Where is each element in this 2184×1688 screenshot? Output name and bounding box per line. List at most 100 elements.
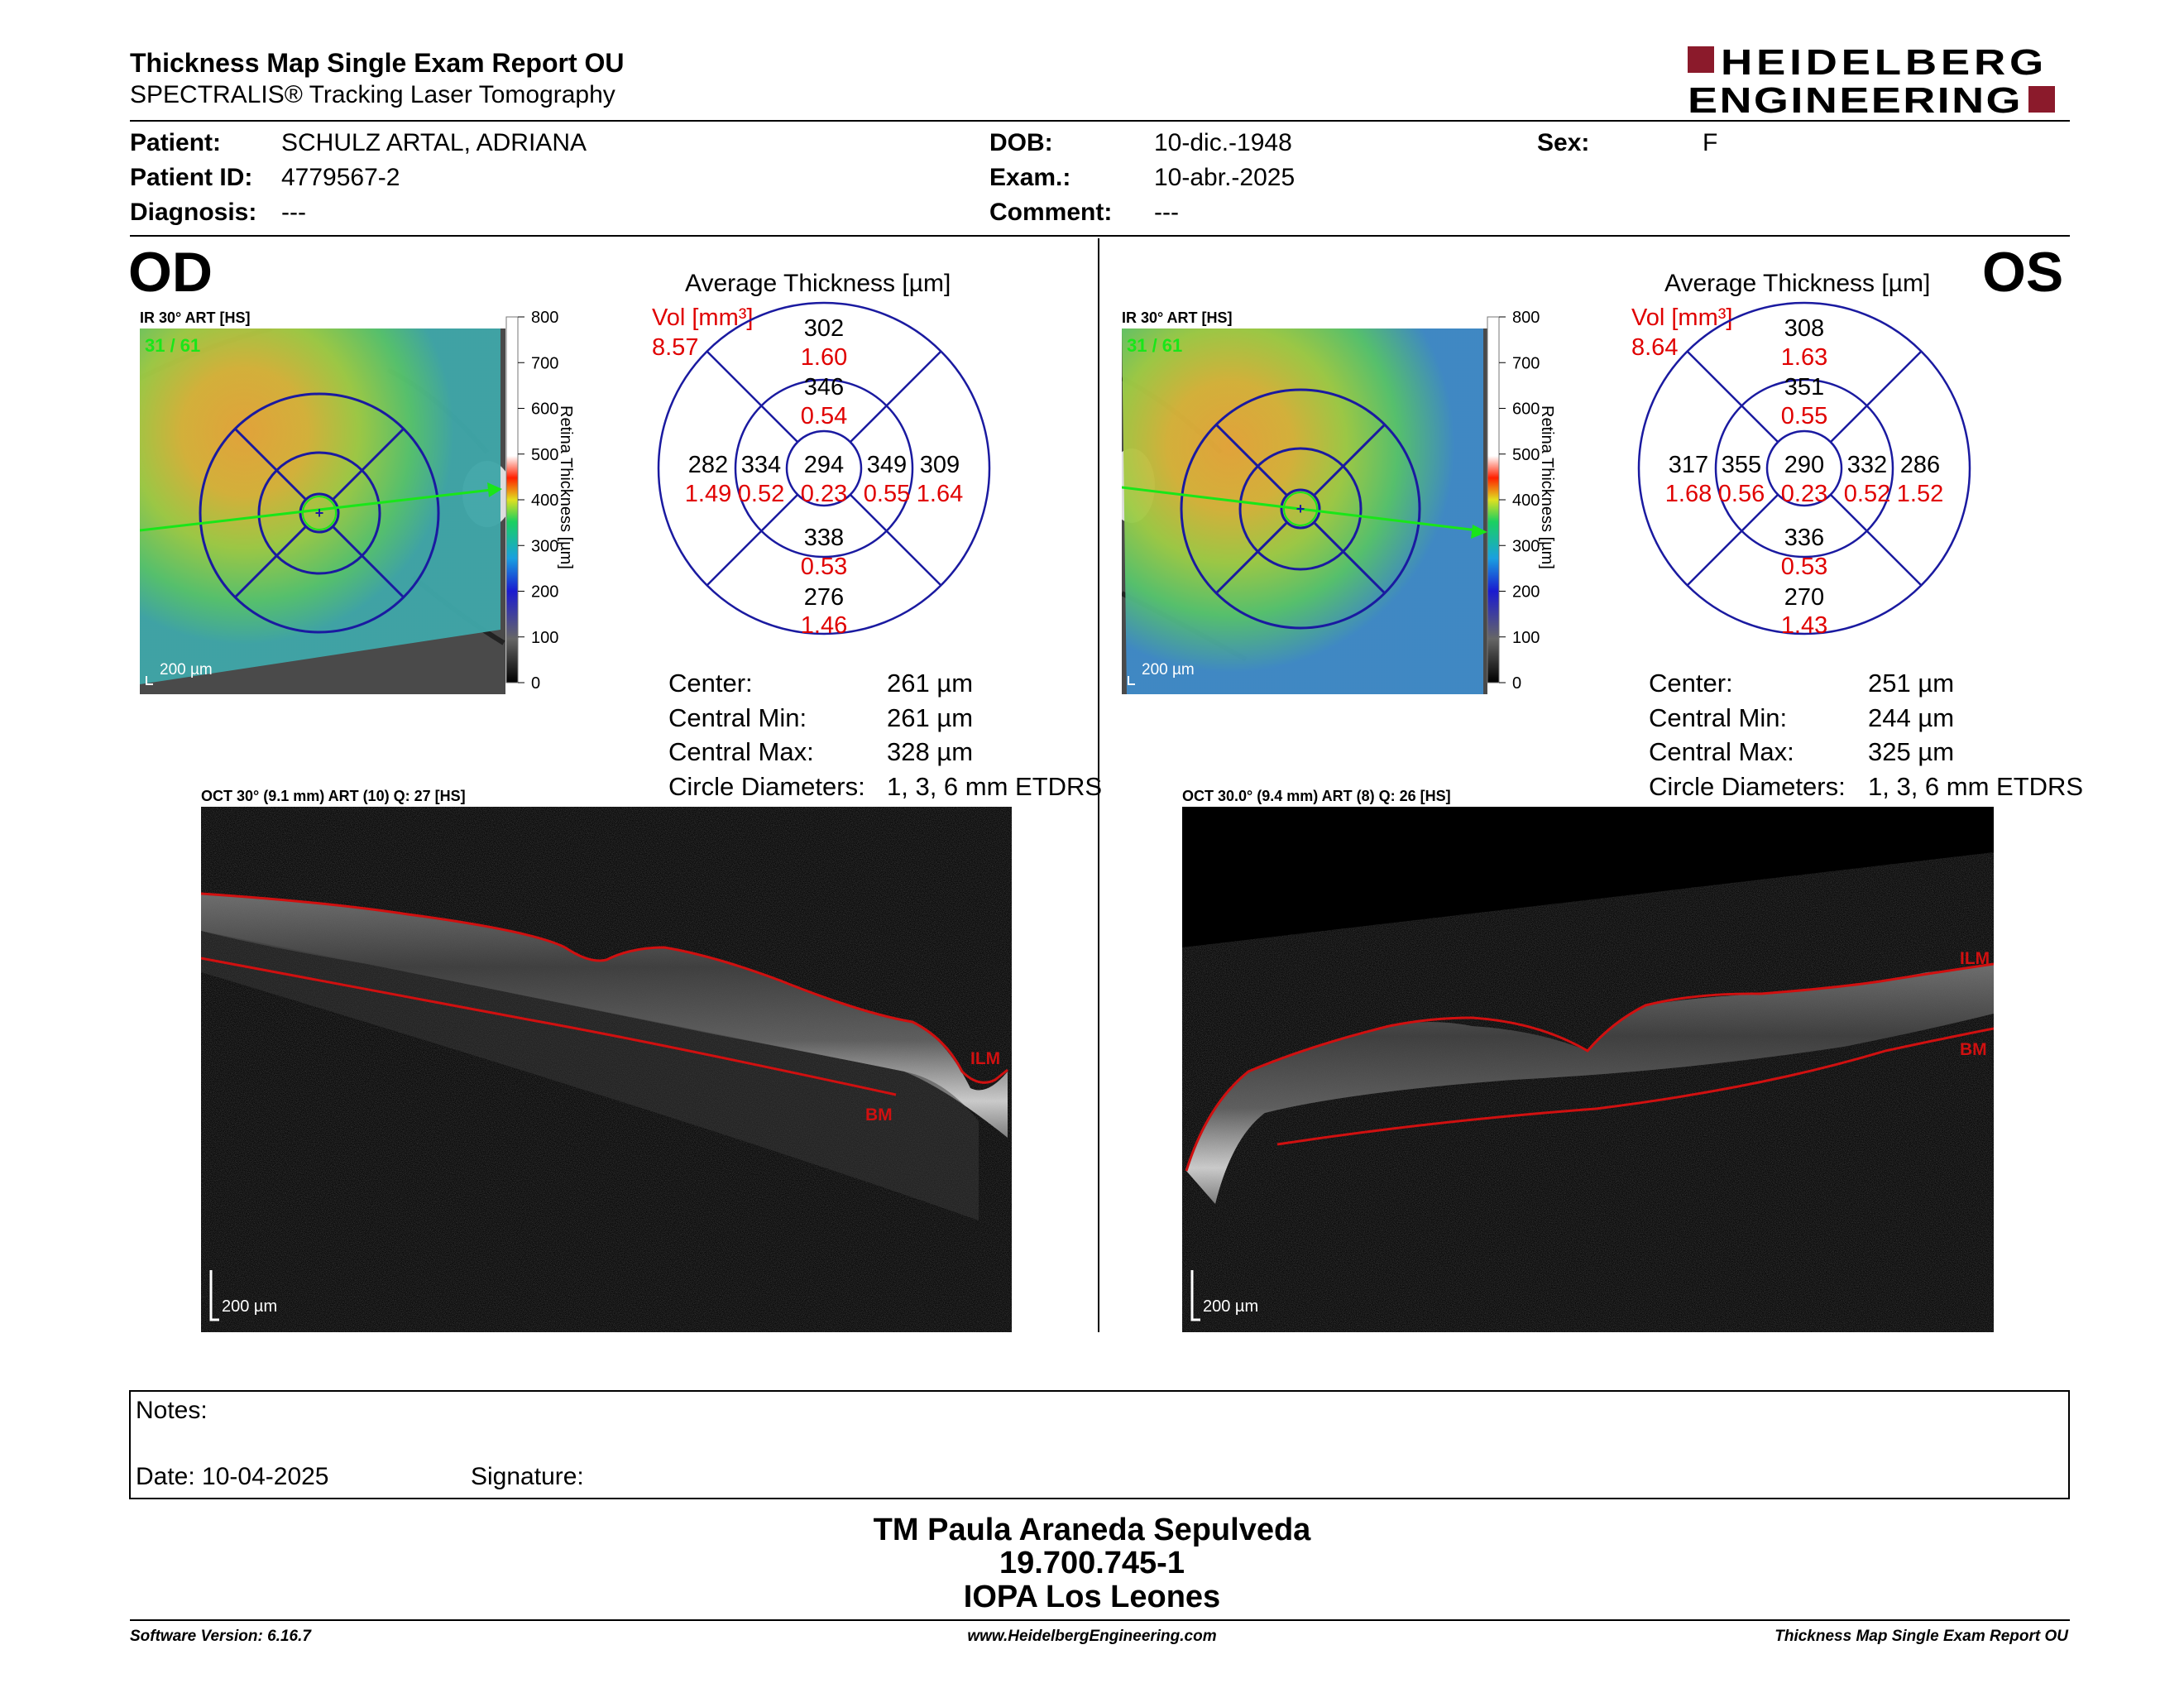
colorbar-tick-label: 100 (1512, 629, 1540, 647)
os-min-value: 244 µm (1868, 703, 1955, 732)
os-bm-label: BM (1960, 1040, 1987, 1059)
os-outer-inf-thickness: 270 (1784, 584, 1824, 611)
od-outer-left-thickness: 282 (688, 452, 728, 478)
os-inner-right-thickness: 332 (1847, 452, 1887, 478)
os-ir-count: 31 / 61 (1127, 335, 1182, 356)
os-vol-total: 8.64 (1631, 334, 1679, 361)
os-oct-bscan: ILM BM 200 µm (1182, 807, 1994, 1332)
od-inner-inf-volume: 0.53 (801, 554, 847, 580)
od-ilm-label: ILM (970, 1049, 1000, 1068)
os-oct-scale: 200 µm (1203, 1297, 1258, 1316)
od-inner-right-thickness: 349 (867, 452, 907, 478)
signatory-id: 19.700.745-1 (999, 1546, 1185, 1580)
os-thickness-map: + 31 / 61 200 µm (1122, 328, 1487, 694)
od-inner-sup-thickness: 346 (804, 374, 844, 400)
software-version: Software Version: 6.16.7 (130, 1628, 311, 1645)
od-etdrs-grid: 302 1.60 346 0.54 294 0.23 338 0.53 276 … (657, 301, 991, 639)
od-diam-value: 1, 3, 6 mm ETDRS (887, 772, 1103, 801)
os-inner-inf-volume: 0.53 (1781, 554, 1827, 580)
os-inner-left-thickness: 355 (1722, 452, 1761, 478)
website-link[interactable]: www.HeidelbergEngineering.com (967, 1628, 1217, 1645)
od-outer-left-volume: 1.49 (685, 481, 731, 507)
od-inner-left-volume: 0.52 (738, 481, 784, 507)
os-avg-title: Average Thickness [µm] (1664, 270, 1931, 297)
od-oct-label: OCT 30° (9.1 mm) ART (10) Q: 27 [HS] (201, 788, 466, 804)
od-outer-right-thickness: 309 (920, 452, 960, 478)
os-diam-value: 1, 3, 6 mm ETDRS (1868, 772, 2084, 801)
colorbar-tick-label: 100 (531, 629, 558, 647)
os-min-label: Central Min: (1649, 703, 1788, 732)
os-outer-right-volume: 1.52 (1897, 481, 1943, 507)
os-max-label: Central Max: (1649, 737, 1794, 766)
date-label: Date: 10-04-2025 (136, 1463, 329, 1490)
colorbar-tick-label: 200 (531, 583, 558, 602)
footer-report-name: Thickness Map Single Exam Report OU (1774, 1628, 2068, 1645)
os-center-volume: 0.23 (1781, 481, 1827, 507)
od-ir-count: 31 / 61 (145, 335, 200, 356)
center-divider (1098, 238, 1099, 1332)
od-max-label: Central Max: (668, 737, 814, 766)
os-center-value: 251 µm (1868, 669, 1955, 698)
dob-value: 10-dic.-1948 (1154, 129, 1292, 156)
od-outer-sup-volume: 1.60 (801, 344, 847, 371)
colorbar-tick-label: 800 (531, 310, 558, 327)
diagnosis-label: Diagnosis: (130, 199, 257, 226)
eye-label-od: OD (128, 241, 213, 304)
od-ir-scale: 200 µm (160, 661, 213, 679)
os-diam-label: Circle Diameters: (1649, 772, 1846, 801)
colorbar-tick-label: 400 (1512, 492, 1540, 510)
od-outer-inf-thickness: 276 (804, 584, 844, 611)
od-inner-right-volume: 0.55 (864, 481, 910, 507)
sex-value: F (1703, 129, 1718, 156)
os-outer-left-thickness: 317 (1669, 452, 1708, 478)
od-bm-label: BM (865, 1105, 893, 1125)
svg-text:HEIDELBERG: HEIDELBERG (1721, 43, 2048, 83)
patient-id-label: Patient ID: (130, 164, 253, 191)
od-outer-sup-thickness: 302 (804, 315, 844, 342)
od-colorbar-label: Retina Thickness [µm] (557, 405, 575, 569)
colorbar-tick-label: 600 (1512, 400, 1540, 419)
exam-value: 10-abr.-2025 (1154, 164, 1296, 191)
od-oct-bscan: ILM BM 200 µm (201, 807, 1012, 1332)
colorbar-tick-label: 600 (531, 400, 558, 419)
colorbar-tick-label: 300 (531, 537, 558, 555)
colorbar-tick-label: 0 (531, 674, 540, 693)
os-inner-right-volume: 0.52 (1844, 481, 1890, 507)
os-inner-sup-thickness: 351 (1784, 374, 1824, 400)
colorbar-tick-label: 700 (1512, 354, 1540, 372)
report-title: Thickness Map Single Exam Report OU (130, 48, 625, 78)
os-ir-label: IR 30° ART [HS] (1122, 309, 1233, 326)
notes-label: Notes: (136, 1397, 208, 1424)
heidelberg-logo: HEIDELBERG ENGINEERING (1688, 43, 2055, 117)
os-inner-inf-thickness: 336 (1784, 525, 1824, 551)
colorbar-tick-label: 300 (1512, 537, 1540, 555)
patient-label: Patient: (130, 129, 222, 156)
od-center-value: 261 µm (887, 669, 974, 698)
signatory-org: IOPA Los Leones (963, 1580, 1221, 1614)
comment-label: Comment: (989, 199, 1113, 226)
comment-value: --- (1154, 199, 1179, 226)
os-etdrs-grid: 308 1.63 351 0.55 290 0.23 336 0.53 270 … (1637, 301, 1971, 639)
od-inner-inf-thickness: 338 (804, 525, 844, 551)
signature-label: Signature: (471, 1463, 584, 1490)
od-center-label: Center: (668, 669, 753, 698)
od-min-value: 261 µm (887, 703, 974, 732)
os-oct-label: OCT 30.0° (9.4 mm) ART (8) Q: 26 [HS] (1182, 788, 1451, 804)
od-outer-inf-volume: 1.46 (801, 612, 847, 639)
eye-label-os: OS (1982, 241, 2064, 304)
od-colorbar: 800 700 600 500 400 300 200 100 0 (505, 310, 558, 693)
report-subtitle: SPECTRALIS® Tracking Laser Tomography (130, 81, 615, 108)
signatory-name: TM Paula Araneda Sepulveda (873, 1513, 1311, 1547)
os-colorbar: 800 700 600 500 400 300 200 100 0 (1487, 310, 1540, 693)
os-center-thickness: 290 (1784, 452, 1824, 478)
dob-label: DOB: (989, 129, 1053, 156)
od-max-value: 328 µm (887, 737, 974, 766)
od-vol-total: 8.57 (652, 334, 699, 361)
svg-text:ENGINEERING: ENGINEERING (1688, 80, 2023, 117)
colorbar-tick-label: 200 (1512, 583, 1540, 602)
os-ir-scale: 200 µm (1142, 661, 1195, 679)
os-max-value: 325 µm (1868, 737, 1955, 766)
patient-id: 4779567-2 (281, 164, 400, 191)
os-outer-right-thickness: 286 (1900, 452, 1940, 478)
svg-text:+: + (315, 505, 324, 521)
